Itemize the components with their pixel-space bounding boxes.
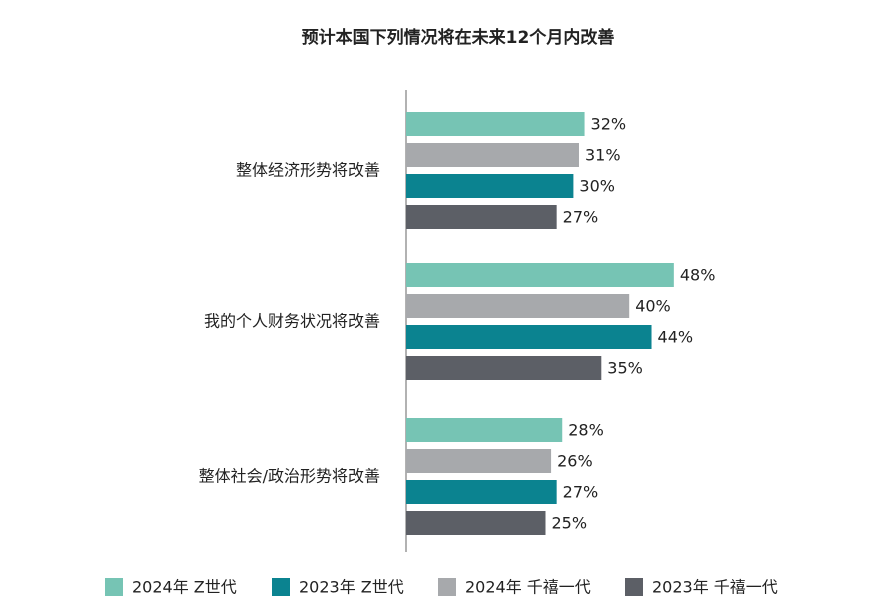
bar	[406, 325, 652, 349]
category-label: 整体社会/政治形势将改善	[199, 467, 380, 486]
value-label: 27%	[563, 208, 599, 227]
value-label: 31%	[585, 146, 621, 165]
bar	[406, 263, 674, 287]
legend-swatch	[625, 578, 643, 596]
bar	[406, 143, 579, 167]
value-label: 26%	[557, 452, 593, 471]
bar	[406, 480, 557, 504]
legend-label: 2024年 Z世代	[132, 578, 237, 597]
value-label: 28%	[568, 421, 604, 440]
bar	[406, 174, 574, 198]
value-label: 32%	[591, 115, 627, 134]
bar	[406, 356, 602, 380]
chart-title: 预计本国下列情况将在未来12个月内改善	[302, 27, 615, 48]
bar	[406, 511, 546, 535]
legend-swatch	[438, 578, 456, 596]
category-label: 我的个人财务状况将改善	[204, 312, 380, 331]
value-label: 44%	[658, 328, 694, 347]
legend-swatch	[272, 578, 290, 596]
value-label: 25%	[552, 514, 588, 533]
bar	[406, 205, 557, 229]
bar	[406, 449, 552, 473]
legend-label: 2023年 千禧一代	[652, 578, 778, 597]
legend-swatch	[105, 578, 123, 596]
bar	[406, 418, 563, 442]
legend-label: 2023年 Z世代	[299, 578, 404, 597]
bar	[406, 294, 630, 318]
bar	[406, 112, 585, 136]
value-label: 48%	[680, 266, 716, 285]
value-label: 27%	[563, 483, 599, 502]
value-label: 30%	[579, 177, 615, 196]
category-label: 整体经济形势将改善	[236, 161, 380, 180]
value-label: 35%	[607, 359, 643, 378]
value-label: 40%	[635, 297, 671, 316]
legend-label: 2024年 千禧一代	[465, 578, 591, 597]
